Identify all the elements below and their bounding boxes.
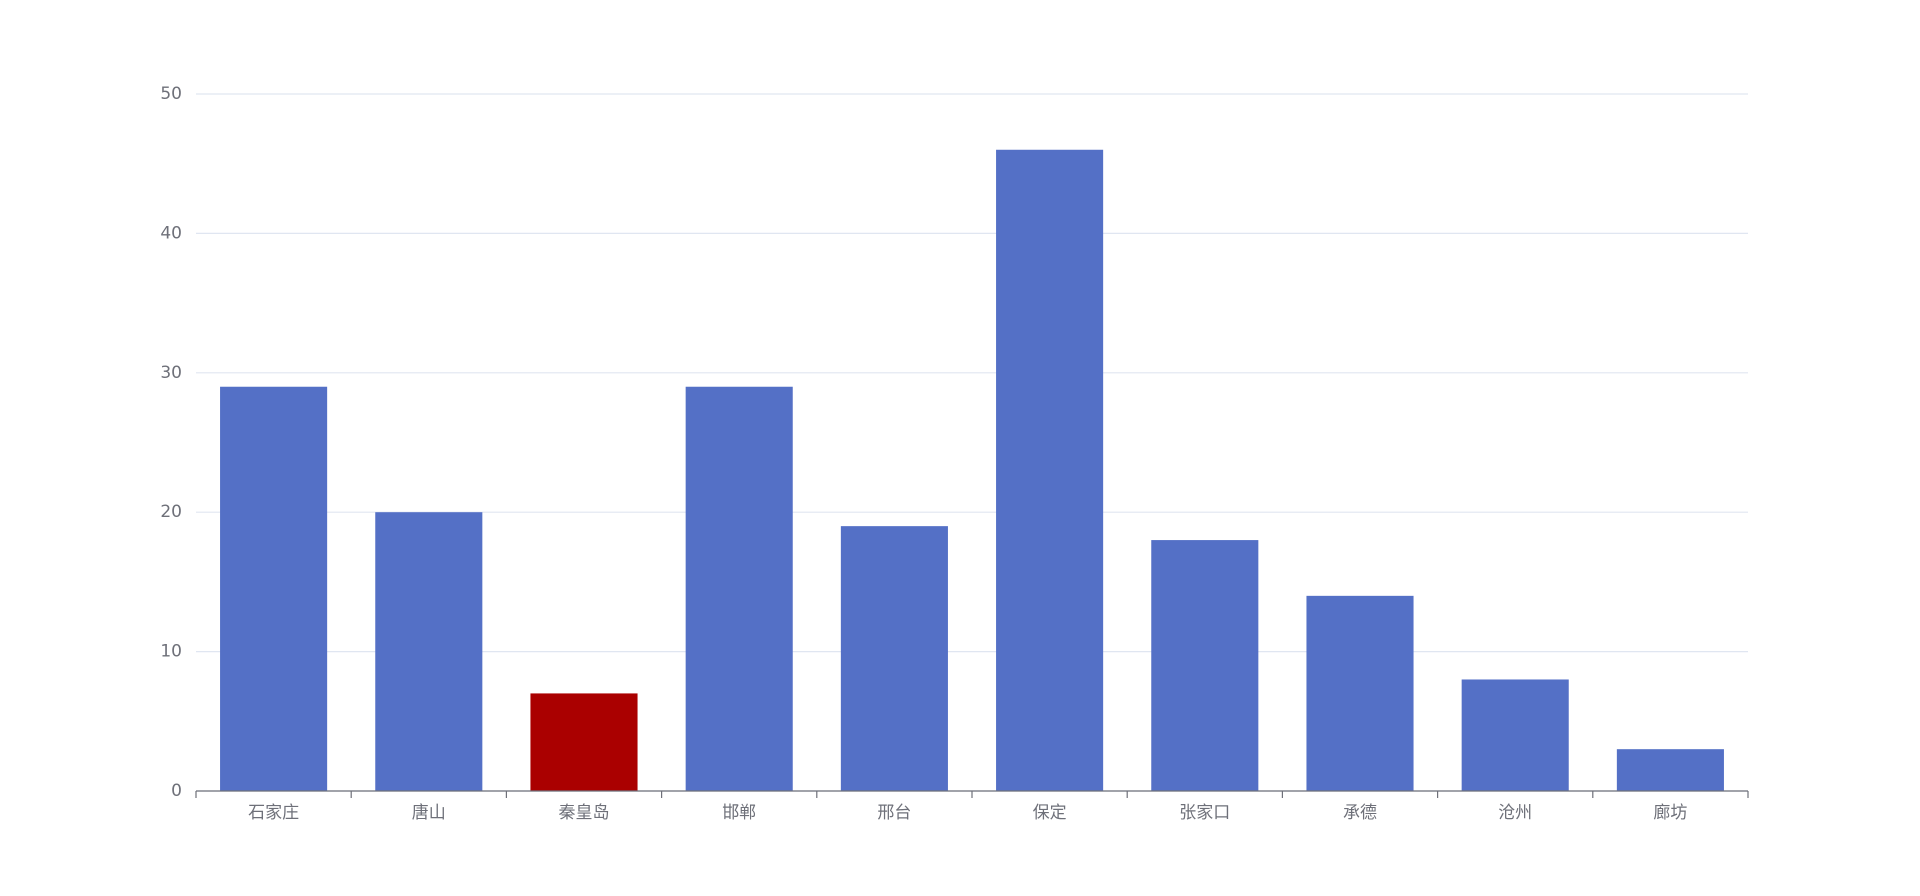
x-tick-label: 邯郸 [722, 803, 756, 823]
y-tick-label: 30 [160, 363, 182, 383]
y-tick-label: 20 [160, 502, 182, 522]
bar [685, 386, 793, 791]
bar [996, 149, 1104, 791]
x-tick-label: 唐山 [412, 802, 446, 823]
bar [1306, 595, 1414, 791]
x-tick-label: 秦皇岛 [559, 803, 610, 823]
bar [1616, 749, 1724, 791]
bar [840, 526, 948, 791]
x-tick-label: 石家庄 [248, 803, 299, 823]
y-tick-label: 10 [160, 642, 182, 662]
bar [530, 693, 638, 791]
x-tick-label: 张家口 [1179, 803, 1230, 823]
x-tick-label: 承德 [1343, 803, 1377, 823]
bar [220, 386, 328, 791]
bar [375, 512, 483, 791]
x-tick-label: 廊坊 [1653, 803, 1687, 823]
x-tick-label: 邢台 [877, 803, 911, 823]
x-tick-label: 保定 [1033, 803, 1067, 823]
bar [1461, 679, 1569, 791]
bar [1151, 540, 1259, 791]
x-tick-label: 沧州 [1498, 803, 1532, 823]
y-tick-label: 0 [171, 781, 182, 801]
y-tick-label: 50 [160, 84, 182, 104]
y-tick-label: 40 [160, 223, 182, 243]
